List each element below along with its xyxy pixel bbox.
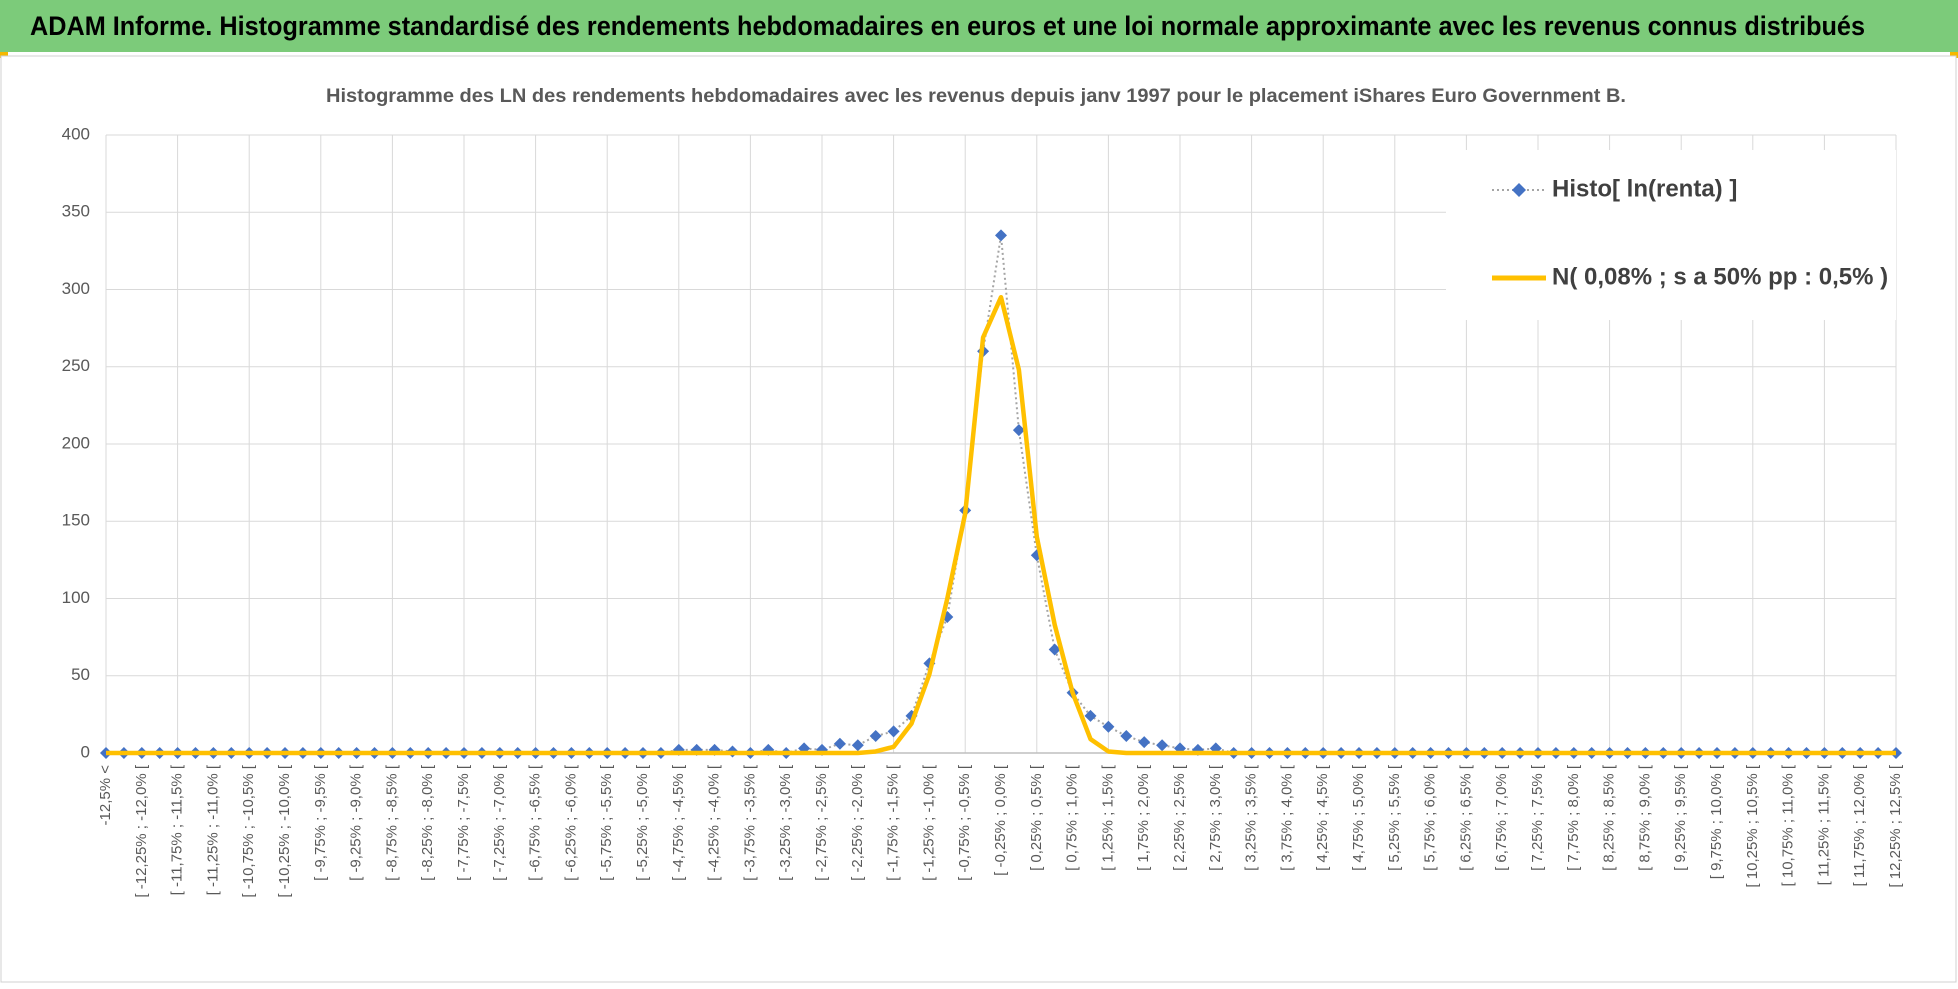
x-tick-label: [ 0,25% ; 0,5% [ [1028, 764, 1045, 871]
y-tick-label: 300 [62, 279, 90, 298]
x-tick-label: [ 8,75% ; 9,0% [ [1636, 764, 1653, 871]
x-tick-label: [ -7,75% ; -7,5% [ [455, 764, 472, 881]
x-tick-label: [ 2,75% ; 3,0% [ [1207, 764, 1224, 871]
data-point [1120, 730, 1133, 743]
x-tick-label: [ -5,25% ; -5,0% [ [634, 764, 651, 881]
x-tick-label: [ -10,25% ; -10,0% [ [276, 764, 293, 897]
x-tick-label: [ 9,25% ; 9,5% [ [1672, 764, 1689, 871]
x-tick-label: [ -7,25% ; -7,0% [ [491, 764, 508, 881]
x-tick-label: [ -11,75% ; -11,5% [ [169, 764, 186, 895]
x-tick-label: [ 3,25% ; 3,5% [ [1243, 764, 1260, 871]
series-line [106, 294, 1896, 756]
x-tick-label: [ 0,75% ; 1,0% [ [1064, 764, 1081, 871]
x-tick-label: [ 2,25% ; 2,5% [ [1171, 764, 1188, 871]
legend-marker [1512, 183, 1526, 197]
x-tick-label: [ -10,75% ; -10,5% [ [240, 764, 257, 897]
x-tick-label: [ 8,25% ; 8,5% [ [1601, 764, 1618, 871]
data-point [869, 730, 882, 743]
x-tick-label: [ -9,25% ; -9,0% [ [348, 764, 365, 881]
x-tick-label: [ 7,25% ; 7,5% [ [1529, 764, 1546, 871]
x-tick-label: [ 11,75% ; 12,0% [ [1851, 764, 1868, 886]
chart-title: Histogramme des LN des rendements hebdom… [326, 86, 1626, 107]
data-point [1102, 720, 1115, 733]
corner-accent [1950, 52, 1958, 58]
y-tick-label: 0 [81, 742, 90, 761]
x-tick-label: [ -3,25% ; -3,0% [ [777, 764, 794, 881]
plot-area: 0 50 100 150 200 250 300 350 400 -12,5% < [ -12,25… [62, 124, 1904, 897]
data-point [1084, 709, 1097, 722]
legend-box [1446, 150, 1896, 320]
data-point [1012, 424, 1025, 437]
x-tick-label: [ -4,25% ; -4,0% [ [706, 764, 723, 881]
x-tick-label: [ 6,25% ; 6,5% [ [1457, 764, 1474, 871]
x-tick-label: [ -0,25% ; 0,0% [ [992, 764, 1009, 876]
data-point [995, 229, 1007, 242]
corner-accent [0, 52, 8, 58]
x-tick-label: [ -8,25% ; -8,0% [ [419, 764, 436, 881]
x-tick-label: [ 6,75% ; 7,0% [ [1493, 764, 1510, 871]
x-tick-label: [ -1,25% ; -1,0% [ [920, 764, 937, 881]
x-tick-label: -12,5% < [97, 765, 114, 826]
data-point [1138, 736, 1151, 749]
x-tick-label: [ -6,75% ; -6,5% [ [527, 764, 544, 881]
y-tick-label: 50 [71, 665, 90, 684]
x-tick-label: [ -9,75% ; -9,5% [ [312, 764, 329, 881]
x-tick-label: [ -5,75% ; -5,5% [ [598, 764, 615, 881]
x-tick-label: [ -12,25% ; -12,0% [ [133, 764, 150, 897]
x-tick-label: [ 3,75% ; 4,0% [ [1278, 764, 1295, 871]
y-tick-label: 200 [62, 433, 90, 452]
header-title: ADAM Informe. Histogramme standardisé de… [30, 11, 1865, 41]
y-tick-label: 100 [62, 588, 90, 607]
y-tick-label: 400 [62, 124, 90, 143]
x-tick-label: [ -0,75% ; -0,5% [ [956, 764, 973, 881]
x-tick-label: [ -11,25% ; -11,0% [ [204, 764, 221, 895]
legend-label: Histo[ ln(renta) ] [1552, 175, 1737, 202]
x-tick-label: [ 4,25% ; 4,5% [ [1314, 764, 1331, 871]
x-tick-label: [ -8,75% ; -8,5% [ [383, 764, 400, 881]
x-tick-label: [ 7,75% ; 8,0% [ [1565, 764, 1582, 871]
x-tick-label: [ -4,75% ; -4,5% [ [670, 764, 687, 881]
data-point [851, 739, 864, 752]
x-tick-label: [ 1,25% ; 1,5% [ [1099, 764, 1116, 871]
x-tick-label: [ -2,25% ; -2,0% [ [849, 764, 866, 881]
x-tick-label: [ 11,25% ; 11,5% [ [1815, 764, 1832, 885]
x-tick-label: [ 10,25% ; 10,5% [ [1744, 764, 1761, 887]
x-tick-label: [ -6,25% ; -6,0% [ [562, 764, 579, 881]
data-point [887, 725, 900, 738]
x-tick-label: [ 9,75% ; 10,0% [ [1708, 764, 1725, 879]
x-tick-label: [ -2,75% ; -2,5% [ [813, 764, 830, 881]
x-tick-label: [ 5,25% ; 5,5% [ [1386, 764, 1403, 871]
y-tick-label: 250 [62, 356, 90, 375]
x-tick-label: [ -1,75% ; -1,5% [ [885, 764, 902, 881]
x-tick-label: [ -3,75% ; -3,5% [ [741, 764, 758, 881]
x-tick-label: [ 4,75% ; 5,0% [ [1350, 764, 1367, 871]
x-tick-label: [ 1,75% ; 2,0% [ [1135, 764, 1152, 871]
data-point [833, 737, 846, 750]
data-point [1048, 643, 1061, 656]
x-tick-label: [ 12,25% ; 12,5% [ [1887, 764, 1904, 887]
x-tick-label: [ 5,75% ; 6,0% [ [1422, 764, 1439, 871]
header-band [0, 0, 1958, 52]
legend-label: N( 0,08% ; s a 50% pp : 0,5% ) [1552, 263, 1888, 290]
data-point [1156, 739, 1169, 752]
x-tick-label: [ 10,75% ; 11,0% [ [1780, 764, 1797, 886]
y-tick-label: 350 [62, 202, 90, 221]
y-tick-label: 150 [62, 511, 90, 530]
